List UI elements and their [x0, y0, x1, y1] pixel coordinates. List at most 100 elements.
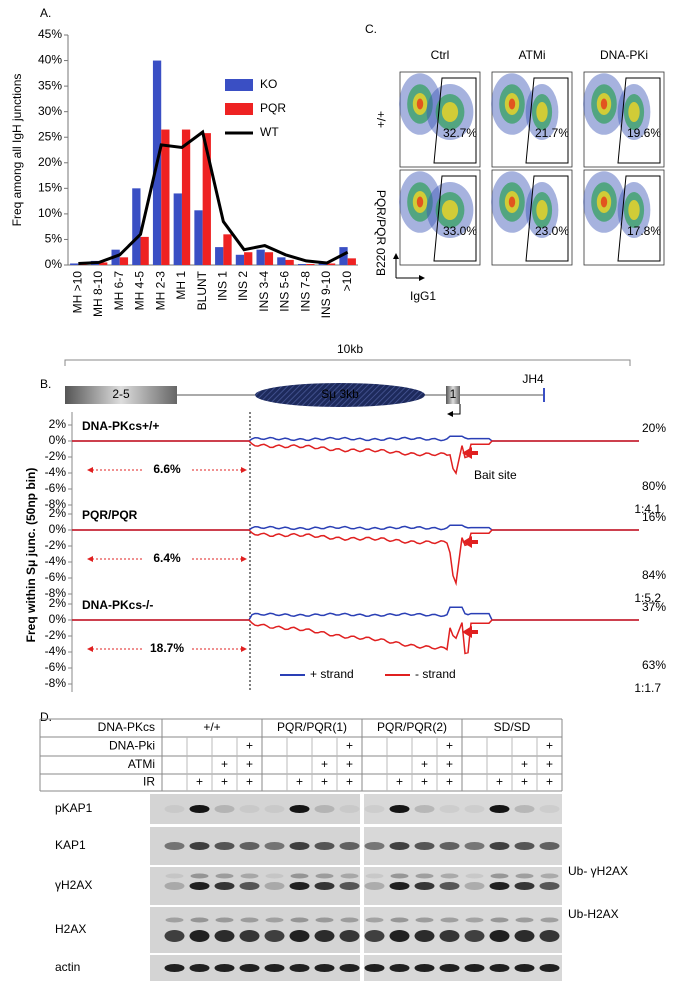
segment [446, 386, 460, 404]
blot [364, 907, 562, 953]
band [515, 917, 534, 923]
plus-sign: + [321, 757, 328, 771]
band [240, 873, 259, 879]
density [441, 102, 459, 122]
band [165, 917, 184, 923]
plus-sign: + [346, 757, 353, 771]
band [389, 882, 410, 890]
plus-sign: + [521, 775, 528, 789]
x-tick-label: MH 2-3 [153, 271, 167, 311]
band [514, 805, 535, 813]
band [289, 805, 310, 813]
band [440, 917, 459, 923]
plus-sign: + [221, 757, 228, 771]
bar [215, 247, 224, 265]
band [239, 882, 260, 890]
band [214, 930, 235, 942]
band [365, 873, 384, 879]
band [314, 842, 335, 850]
density [536, 200, 548, 220]
band [439, 805, 460, 813]
plus-sign: + [221, 775, 228, 789]
plus-sign: + [521, 757, 528, 771]
plus-sign: + [246, 757, 253, 771]
band [415, 917, 434, 923]
segment-label: Sμ 3kb [321, 387, 359, 401]
scale-label: 10kb [337, 342, 363, 356]
band [364, 930, 385, 942]
gate [433, 77, 477, 164]
bar [132, 188, 141, 265]
minus-strand [72, 440, 639, 476]
band [164, 842, 185, 850]
band [289, 964, 310, 972]
band [464, 805, 485, 813]
band [514, 842, 535, 850]
band [364, 842, 385, 850]
band [214, 964, 235, 972]
gate-percent: 32.7% [443, 126, 477, 140]
band [464, 842, 485, 850]
band [164, 930, 185, 942]
x-tick-label: MH 6-7 [112, 271, 126, 311]
band [289, 882, 310, 890]
band [439, 930, 460, 942]
band [414, 805, 435, 813]
y-axis-label: Freq within Sμ junc. (50np bin) [24, 468, 38, 643]
gate-percent: 23.0% [535, 224, 569, 238]
line-series [78, 129, 349, 265]
band [264, 930, 285, 942]
density [508, 196, 516, 208]
y-tick-label: -4% [45, 554, 67, 568]
minus-percent: 63% [642, 658, 666, 672]
minus-strand [72, 619, 639, 655]
plus-percent: 16% [642, 510, 666, 524]
band [239, 930, 260, 942]
treatment-label: IR [143, 775, 155, 789]
bar [306, 263, 315, 265]
band [189, 842, 210, 850]
ratio-a: 1 [634, 502, 641, 516]
band [289, 842, 310, 850]
treatment-label: ATMi [128, 757, 155, 771]
group-label: +/+ [203, 720, 220, 734]
panel-label: A. [40, 6, 51, 20]
bar [70, 263, 79, 265]
bar [326, 263, 336, 265]
y-tick-label: -2% [45, 449, 67, 463]
band [389, 930, 410, 942]
promoter-arrow [447, 404, 461, 417]
label-bg [142, 640, 192, 658]
bar [140, 236, 149, 265]
x-tick-label: MH >10 [71, 271, 85, 314]
bar [161, 129, 170, 265]
gate-percent: 21.7% [535, 126, 569, 140]
band [414, 930, 435, 942]
row-label: +/+ [374, 111, 388, 128]
band [264, 964, 285, 972]
header-label: DNA-PKcs [98, 720, 155, 734]
band [464, 964, 485, 972]
band [364, 882, 385, 890]
band [314, 882, 335, 890]
band [414, 842, 435, 850]
y-tick-label: 30% [38, 104, 62, 118]
band [389, 842, 410, 850]
band [315, 873, 334, 879]
plus-sign: + [346, 739, 353, 753]
band [490, 873, 509, 879]
band [339, 882, 360, 890]
plus-percent: 20% [642, 421, 666, 435]
y-axis-label: Freq among all IgH junctions [10, 74, 24, 227]
bar [235, 254, 245, 265]
group-label: SD/SD [494, 720, 531, 734]
band [514, 964, 535, 972]
band [189, 805, 210, 813]
bar [119, 257, 129, 265]
band [364, 805, 385, 813]
side-label: Ub-H2AX [568, 907, 619, 921]
band [190, 917, 209, 923]
density [416, 98, 424, 110]
plus-sign: + [446, 757, 453, 771]
plus-sign: + [546, 775, 553, 789]
